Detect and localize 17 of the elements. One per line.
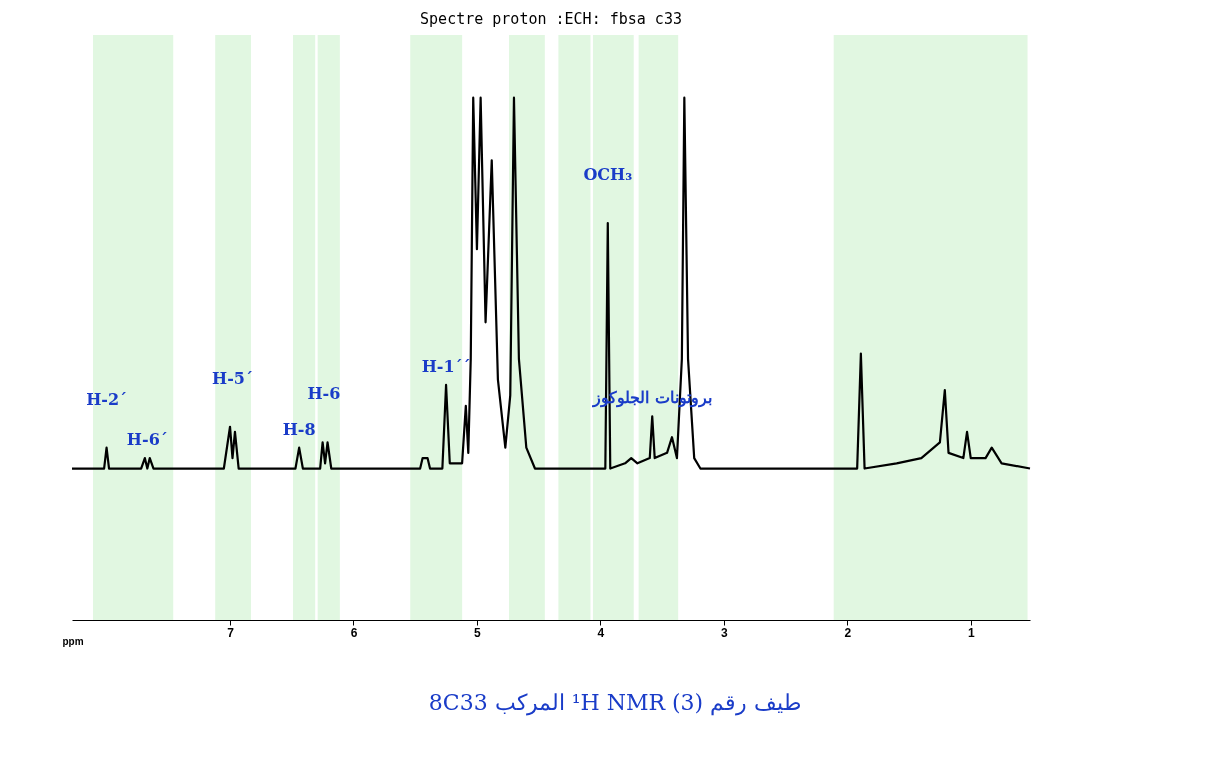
- annotation: H-8: [282, 419, 316, 439]
- x-tick-label: 5: [474, 625, 482, 640]
- x-axis-title: ppm: [62, 635, 84, 647]
- annotation: H-1´´: [421, 356, 471, 376]
- chart-title: Spectre proton :ECH: fbsa c33: [420, 10, 682, 28]
- x-tick-label: 3: [720, 625, 728, 640]
- text: طيف رقم (3) ¹H NMR المركب 8C33: [427, 690, 804, 715]
- annotation: H-2´: [86, 389, 128, 409]
- x-tick-label: 4: [597, 625, 605, 640]
- annotation: H-6´: [126, 430, 168, 450]
- x-tick-label: 1: [967, 625, 975, 640]
- x-tick-label: 2: [844, 625, 852, 640]
- x-tick-label: 7: [227, 625, 235, 640]
- annotation: OCH₃: [583, 165, 633, 185]
- annotation: H-6: [307, 384, 341, 404]
- x-tick-label: 6: [350, 625, 358, 640]
- annotation: H-5´: [212, 368, 253, 388]
